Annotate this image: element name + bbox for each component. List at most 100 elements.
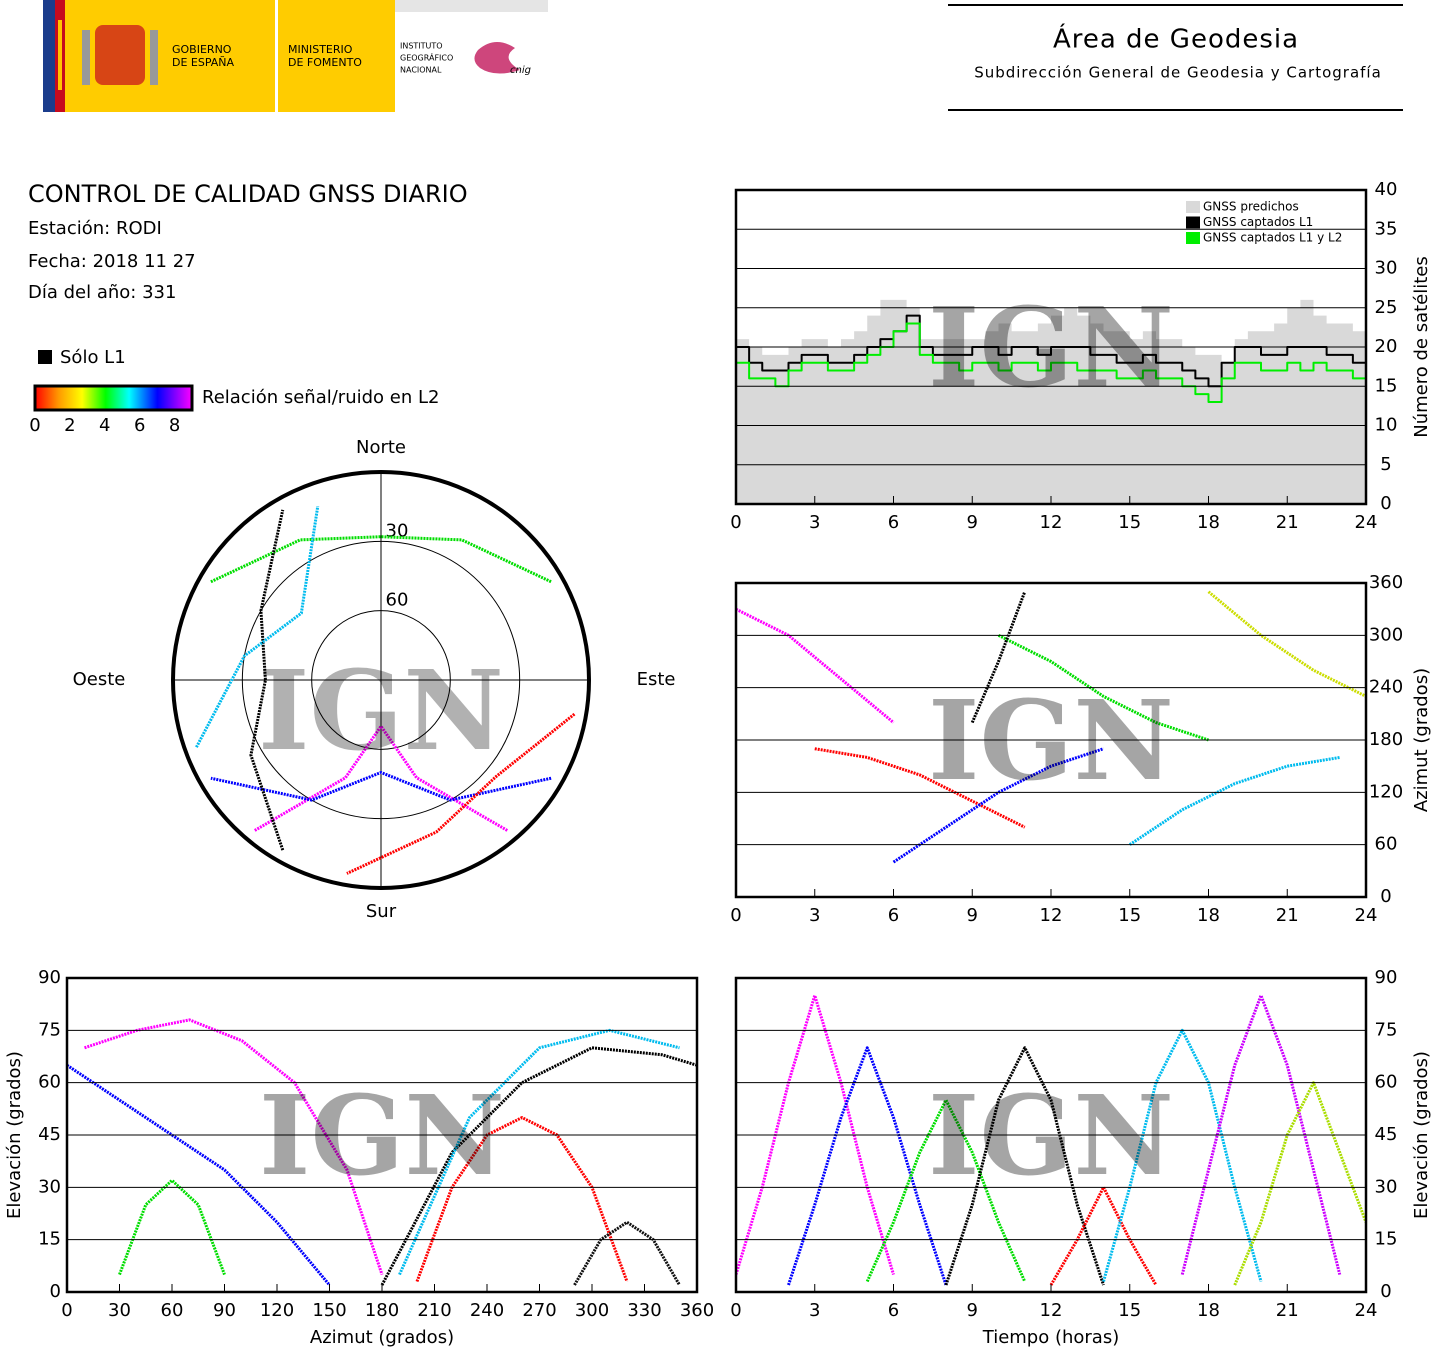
y-tick-label: 60: [1375, 1072, 1398, 1093]
station: Estación: RODI: [28, 218, 162, 239]
series-line: [398, 1028, 680, 1276]
series-line: [380, 1046, 697, 1286]
sky-track: [346, 712, 576, 875]
y-axis-label: Elevación (grados): [4, 1051, 25, 1219]
y-tick-label: 15: [1375, 375, 1398, 396]
colorbar-tick: 4: [99, 415, 110, 436]
area-subtitle: Subdirección General de Geodesia y Carto…: [974, 64, 1382, 82]
y-tick-label: 90: [38, 967, 61, 988]
series-line: [118, 1178, 226, 1276]
y-axis-label: Azimut (grados): [1411, 668, 1432, 812]
sky-track: [249, 509, 285, 851]
x-tick-label: 360: [680, 1300, 714, 1321]
x-tick-label: 6: [888, 512, 899, 533]
x-tick-label: 150: [312, 1300, 346, 1321]
x-tick-label: 270: [522, 1300, 556, 1321]
x-tick-label: 12: [1040, 1300, 1063, 1321]
watermark: IGN: [258, 646, 504, 775]
date: Fecha: 2018 11 27: [28, 251, 196, 272]
x-tick-label: 24: [1355, 1300, 1378, 1321]
y-axis-label: Número de satélites: [1411, 256, 1432, 438]
series-line: [736, 322, 1366, 403]
y-tick-label: 30: [1375, 1176, 1398, 1197]
y-tick-label: 5: [1380, 454, 1391, 475]
x-tick-label: 21: [1276, 905, 1299, 926]
y-tick-label: 0: [1380, 886, 1391, 907]
x-tick-label: 9: [967, 512, 978, 533]
x-tick-label: 21: [1276, 512, 1299, 533]
x-tick-label: 210: [417, 1300, 451, 1321]
gov-text: GOBIERNO: [172, 43, 232, 56]
x-tick-label: 15: [1118, 512, 1141, 533]
x-tick-label: 90: [213, 1300, 236, 1321]
series-line: [865, 1098, 1027, 1283]
series-line: [573, 1220, 681, 1286]
x-tick-label: 9: [967, 1300, 978, 1321]
plot-frame: [65, 976, 699, 1294]
x-tick-label: 3: [809, 905, 820, 926]
ministry-text: MINISTERIO: [288, 43, 353, 56]
series-line: [944, 1046, 1105, 1286]
y-tick-label: 240: [1369, 677, 1403, 698]
series-line: [1128, 755, 1340, 846]
y-tick-label: 35: [1375, 218, 1398, 239]
plot-frame: [734, 976, 1368, 1294]
x-tick-label: 12: [1040, 512, 1063, 533]
plot-frame: [734, 581, 1368, 899]
y-tick-label: 30: [1375, 258, 1398, 279]
y-tick-label: 0: [1380, 493, 1391, 514]
x-tick-label: 0: [730, 512, 741, 533]
x-tick-label: 330: [627, 1300, 661, 1321]
colorbar-tick: 2: [64, 415, 75, 436]
series-line: [67, 1063, 331, 1286]
direction-label: Este: [637, 669, 676, 690]
x-tick-label: 12: [1040, 905, 1063, 926]
y-tick-label: 300: [1369, 624, 1403, 645]
colorbar-label: Relación señal/ruido en L2: [202, 387, 439, 408]
institute-text: INSTITUTO: [400, 42, 443, 51]
sky-frame: [171, 470, 591, 890]
y-tick-label: 45: [38, 1124, 61, 1145]
legend-label: GNSS captados L1 y L2: [1203, 231, 1342, 245]
series-line: [814, 747, 1026, 829]
direction-label: Norte: [356, 437, 406, 458]
sky-track: [210, 770, 552, 802]
y-tick-label: 45: [1375, 1124, 1398, 1145]
area: [736, 299, 1366, 504]
colorbar-tick: 8: [169, 415, 180, 436]
l1-swatch: [38, 350, 52, 364]
y-axis-label: Elevación (grados): [1411, 1051, 1432, 1219]
x-axis-label: Azimut (grados): [310, 1327, 454, 1348]
direction-label: Sur: [366, 901, 397, 922]
x-tick-label: 24: [1355, 905, 1378, 926]
ring: [241, 540, 521, 820]
y-tick-label: 0: [50, 1281, 61, 1302]
x-tick-label: 0: [61, 1300, 72, 1321]
x-tick-label: 180: [365, 1300, 399, 1321]
area-title: Área de Geodesia: [1053, 23, 1299, 55]
series-line: [1180, 993, 1342, 1275]
plot-frame: [734, 188, 1368, 506]
x-tick-label: 24: [1355, 512, 1378, 533]
sky-track: [195, 506, 320, 748]
colorbar: [33, 384, 194, 412]
x-tick-label: 9: [967, 905, 978, 926]
series-line: [1233, 1081, 1366, 1286]
x-tick-label: 3: [809, 1300, 820, 1321]
y-tick-label: 25: [1375, 297, 1398, 318]
x-tick-label: 15: [1118, 905, 1141, 926]
colorbar-tick: 0: [29, 415, 40, 436]
y-tick-label: 75: [1375, 1019, 1398, 1040]
sky-track: [253, 723, 509, 832]
y-tick-label: 60: [38, 1072, 61, 1093]
gov-text: DE ESPAÑA: [172, 56, 235, 69]
x-tick-label: 0: [730, 905, 741, 926]
legend-swatch: [1186, 216, 1200, 229]
x-tick-label: 21: [1276, 1300, 1299, 1321]
x-tick-label: 300: [575, 1300, 609, 1321]
x-tick-label: 6: [888, 905, 899, 926]
series-line: [997, 633, 1209, 742]
ministry-text: DE FOMENTO: [288, 56, 362, 69]
legend-swatch: [1186, 232, 1200, 244]
